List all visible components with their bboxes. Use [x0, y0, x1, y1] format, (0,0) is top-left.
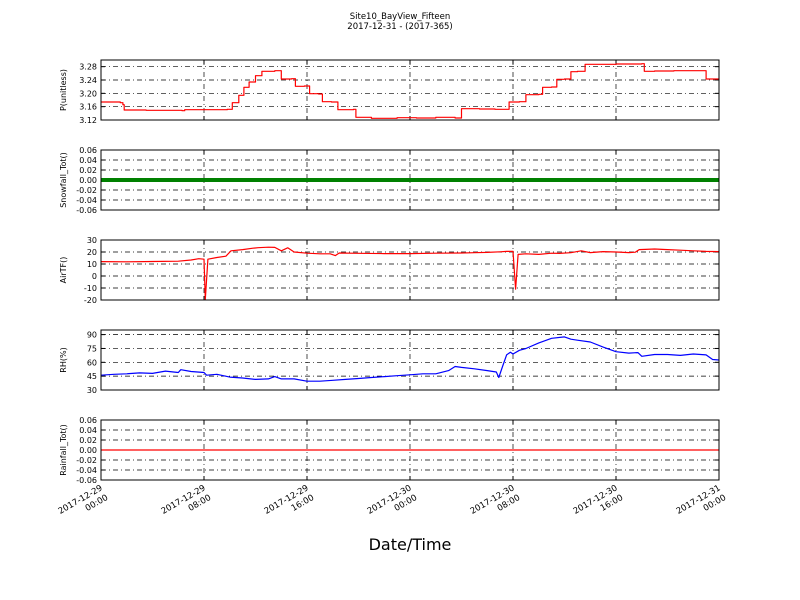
panel-3: -20 -10 0 10 20 30 AirTF() [59, 236, 720, 305]
y-tick-label: 3.12 [79, 116, 97, 125]
y-tick-label: 0.00 [79, 446, 97, 455]
panel-1: 3.12 3.16 3.20 3.24 3.28 P(unitless) [59, 59, 720, 125]
panel-frame [100, 149, 720, 211]
panel-frame [100, 59, 720, 121]
panel-frame [100, 239, 720, 301]
y-tick-label: 3.28 [79, 63, 97, 72]
series-line [100, 336, 720, 382]
y-axis-label: Snowfall_Tot() [59, 152, 68, 208]
y-axis-label: AirTF() [59, 257, 68, 284]
y-tick-label: -0.02 [76, 186, 97, 195]
y-axis-label: RH(%) [59, 347, 68, 372]
y-axis-label: P(unitless) [59, 69, 68, 111]
y-tick-label: 3.16 [79, 103, 97, 112]
y-tick-label: 90 [87, 331, 97, 340]
y-tick-label: 3.20 [79, 89, 97, 98]
y-axis-label: Rainfall_Tot() [59, 424, 68, 476]
y-tick-label: -0.06 [76, 476, 97, 485]
y-tick-label: 60 [87, 358, 97, 367]
panel-4: 30 45 60 75 90 RH(%) [59, 329, 720, 395]
series-line [100, 246, 720, 300]
y-tick-label: 75 [87, 344, 97, 353]
y-tick-label: 0.00 [79, 176, 97, 185]
y-tick-label: 0.04 [79, 426, 97, 435]
panel-2: -0.06-0.04-0.020.000.020.040.06 Snowfall_… [59, 146, 720, 215]
y-tick-label: 30 [87, 236, 97, 245]
y-tick-label: 10 [87, 260, 97, 269]
y-tick-label: -0.06 [76, 206, 97, 215]
panel-5: -0.06-0.04-0.020.000.020.040.06 Rainfall_… [59, 416, 720, 485]
y-tick-label: 0.04 [79, 156, 97, 165]
y-tick-label: 45 [87, 372, 97, 381]
y-tick-label: -10 [84, 284, 97, 293]
panel-frame [100, 419, 720, 481]
panels-group: 3.123.163.203.243.28P(unitless)-0.06-0.0… [59, 59, 720, 485]
y-tick-label: 3.24 [79, 76, 97, 85]
panel-frame [100, 329, 720, 391]
x-axis-label: Date/Time [369, 535, 452, 554]
y-tick-label: 0 [92, 272, 97, 281]
y-tick-label: -20 [84, 296, 97, 305]
chart-title: Site10_BayView_Fifteen [350, 12, 451, 22]
y-tick-label: 30 [87, 386, 97, 395]
y-tick-label: 0.02 [79, 166, 97, 175]
y-tick-label: 20 [87, 248, 97, 257]
y-tick-label: 0.02 [79, 436, 97, 445]
y-tick-label: 0.06 [79, 416, 97, 425]
y-tick-label: -0.02 [76, 456, 97, 465]
y-tick-label: -0.04 [76, 196, 97, 205]
series-line [101, 63, 720, 119]
chart-subtitle: 2017-12-31 - (2017-365) [347, 22, 452, 32]
y-tick-label: -0.04 [76, 466, 97, 475]
y-tick-label: 0.06 [79, 146, 97, 155]
